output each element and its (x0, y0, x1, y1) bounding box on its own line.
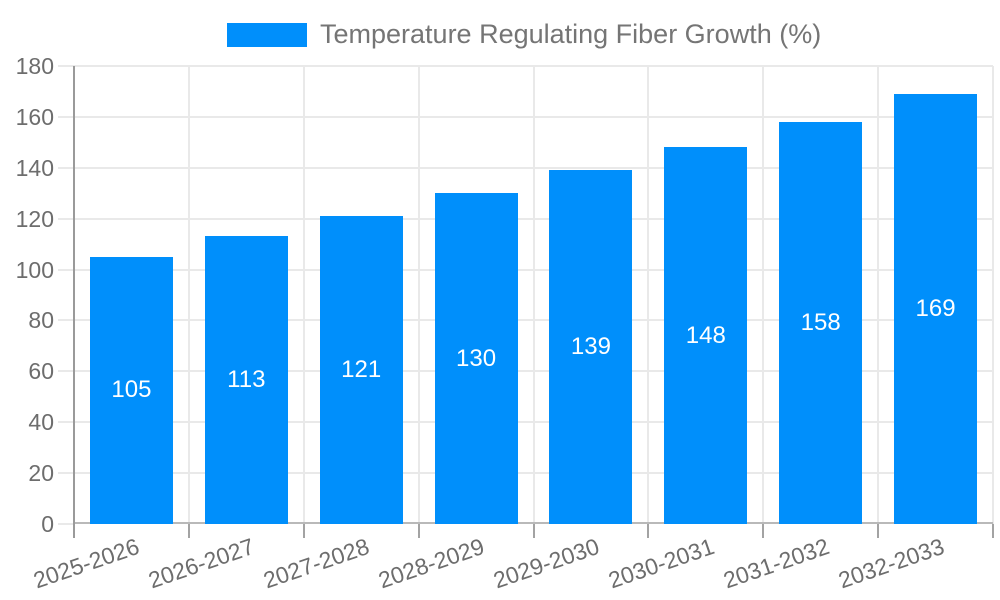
y-axis-tick (58, 370, 74, 373)
bar-value-label: 105 (111, 376, 152, 404)
plot-area: 105 113 121 130 139 148 158 169 (58, 65, 994, 538)
v-gridline (762, 66, 765, 524)
x-axis-tick (647, 524, 650, 538)
bar-value-label: 130 (456, 344, 497, 372)
x-axis-tick (532, 524, 535, 538)
v-gridline (532, 66, 535, 524)
bar[interactable]: 148 (664, 147, 748, 524)
bar-value-label: 158 (800, 308, 841, 336)
legend-label: Temperature Regulating Fiber Growth (%) (320, 19, 822, 49)
bar-value-label: 113 (227, 366, 266, 394)
bar-value-label: 139 (570, 333, 611, 361)
bar-value-label: 169 (915, 294, 956, 322)
y-axis-tick (58, 65, 74, 67)
x-axis-line (74, 522, 993, 524)
bar[interactable]: 113 (204, 236, 288, 524)
y-axis-tick (58, 421, 74, 424)
x-axis-tick (992, 524, 994, 538)
x-axis-tick (877, 524, 880, 538)
v-gridline (877, 66, 880, 524)
x-axis-tick (302, 524, 305, 538)
bar[interactable]: 121 (319, 216, 403, 524)
bar-value-label: 148 (685, 321, 726, 349)
x-axis-tick (417, 524, 420, 538)
y-axis-tick (58, 217, 74, 220)
bar[interactable]: 130 (434, 193, 518, 524)
y-tick-label: 120 (15, 205, 54, 232)
y-axis-line (73, 66, 75, 538)
y-tick-label: 180 (15, 53, 54, 79)
y-axis-tick (58, 523, 74, 525)
v-gridline (417, 66, 420, 524)
v-gridline (992, 66, 994, 524)
v-gridline (647, 66, 650, 524)
y-axis-tick (58, 166, 74, 169)
v-gridline (187, 66, 190, 524)
bar[interactable]: 158 (779, 121, 863, 524)
y-axis-tick (58, 319, 74, 322)
y-axis-tick (58, 268, 74, 271)
y-axis-tick (58, 115, 74, 118)
bar[interactable]: 169 (894, 93, 978, 524)
v-gridline (302, 66, 305, 524)
bar[interactable]: 139 (549, 170, 633, 524)
y-tick-label: 140 (15, 154, 54, 181)
y-tick-label: 20 (28, 460, 54, 487)
y-tick-label: 40 (28, 409, 54, 436)
x-axis-tick (187, 524, 190, 538)
y-tick-label: 80 (28, 307, 54, 334)
y-tick-label: 160 (15, 103, 54, 130)
bar[interactable]: 105 (89, 256, 173, 524)
legend-swatch[interactable] (227, 22, 307, 47)
legend[interactable]: Temperature Regulating Fiber Growth (%) (227, 19, 821, 50)
y-tick-label: 60 (28, 358, 54, 385)
y-tick-label: 0 (41, 511, 54, 537)
x-axis-tick (762, 524, 765, 538)
y-tick-label: 100 (15, 256, 54, 283)
y-axis-tick (58, 472, 74, 475)
bar-value-label: 121 (341, 356, 382, 384)
